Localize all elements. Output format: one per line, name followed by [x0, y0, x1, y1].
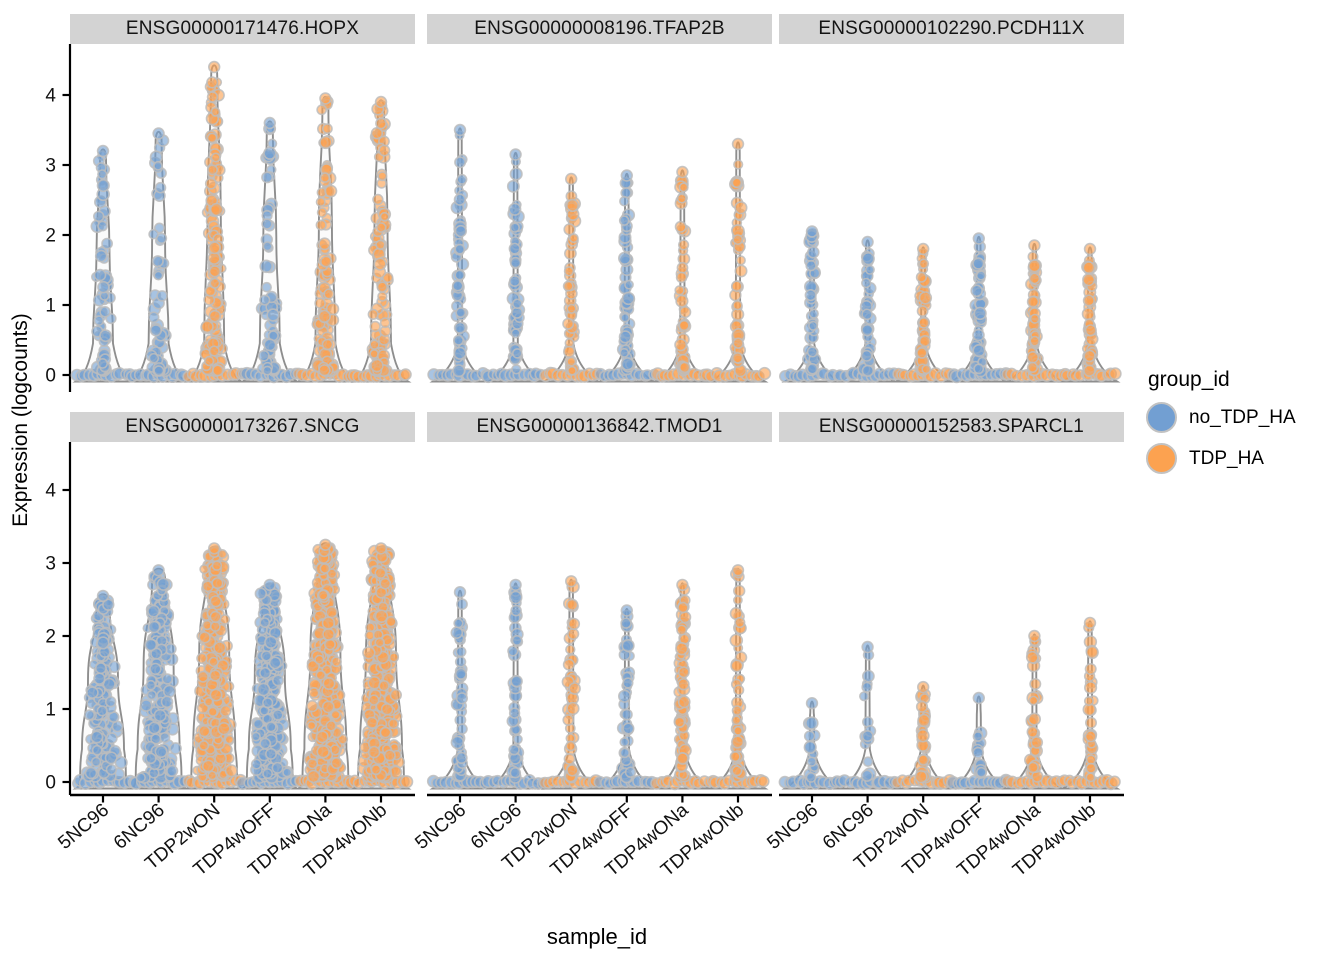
svg-text:5NC96: 5NC96	[54, 800, 113, 854]
facet-strip-pcdh11x: ENSG00000102290.PCDH11X	[779, 14, 1124, 44]
facet-title: ENSG00000008196.TFAP2B	[474, 18, 725, 39]
x-axis-title: sample_id	[546, 924, 648, 949]
legend-title: group_id	[1148, 368, 1230, 391]
facet-title: ENSG00000136842.TMOD1	[476, 416, 723, 437]
facet-strip-hopx: ENSG00000171476.HOPX	[70, 14, 415, 44]
svg-text:0: 0	[45, 773, 56, 794]
facet-title: ENSG00000152583.SPARCL1	[818, 416, 1085, 437]
svg-text:2: 2	[45, 226, 56, 247]
svg-text:4: 4	[45, 86, 56, 107]
facet-title: ENSG00000171476.HOPX	[125, 18, 360, 39]
facet-title: ENSG00000173267.SNCG	[125, 416, 360, 437]
svg-text:1: 1	[45, 296, 56, 317]
facet-strip-tmod1: ENSG00000136842.TMOD1	[427, 412, 772, 442]
legend-key-circle-icon	[1146, 402, 1177, 433]
legend-label: TDP_HA	[1189, 447, 1264, 469]
y-axis-title: Expression (logcounts)	[9, 313, 32, 527]
legend-key-circle-icon	[1146, 443, 1177, 474]
svg-text:4: 4	[45, 481, 56, 502]
legend: group_id no_TDP_HA TDP_HA	[1146, 368, 1342, 484]
svg-text:1: 1	[45, 700, 56, 721]
facet-title: ENSG00000102290.PCDH11X	[818, 18, 1085, 39]
legend-label: no_TDP_HA	[1189, 406, 1296, 428]
legend-item-tdp-ha: TDP_HA	[1146, 443, 1342, 474]
svg-text:5NC96: 5NC96	[411, 800, 470, 854]
svg-text:0: 0	[45, 366, 56, 387]
svg-text:3: 3	[45, 554, 56, 575]
svg-text:5NC96: 5NC96	[763, 800, 822, 854]
facet-strip-sncg: ENSG00000173267.SNCG	[70, 412, 415, 442]
svg-text:3: 3	[45, 156, 56, 177]
facet-strip-tfap2b: ENSG00000008196.TFAP2B	[427, 14, 772, 44]
facet-strip-sparcl1: ENSG00000152583.SPARCL1	[779, 412, 1124, 442]
legend-item-no-tdp-ha: no_TDP_HA	[1146, 402, 1342, 433]
svg-text:2: 2	[45, 627, 56, 648]
